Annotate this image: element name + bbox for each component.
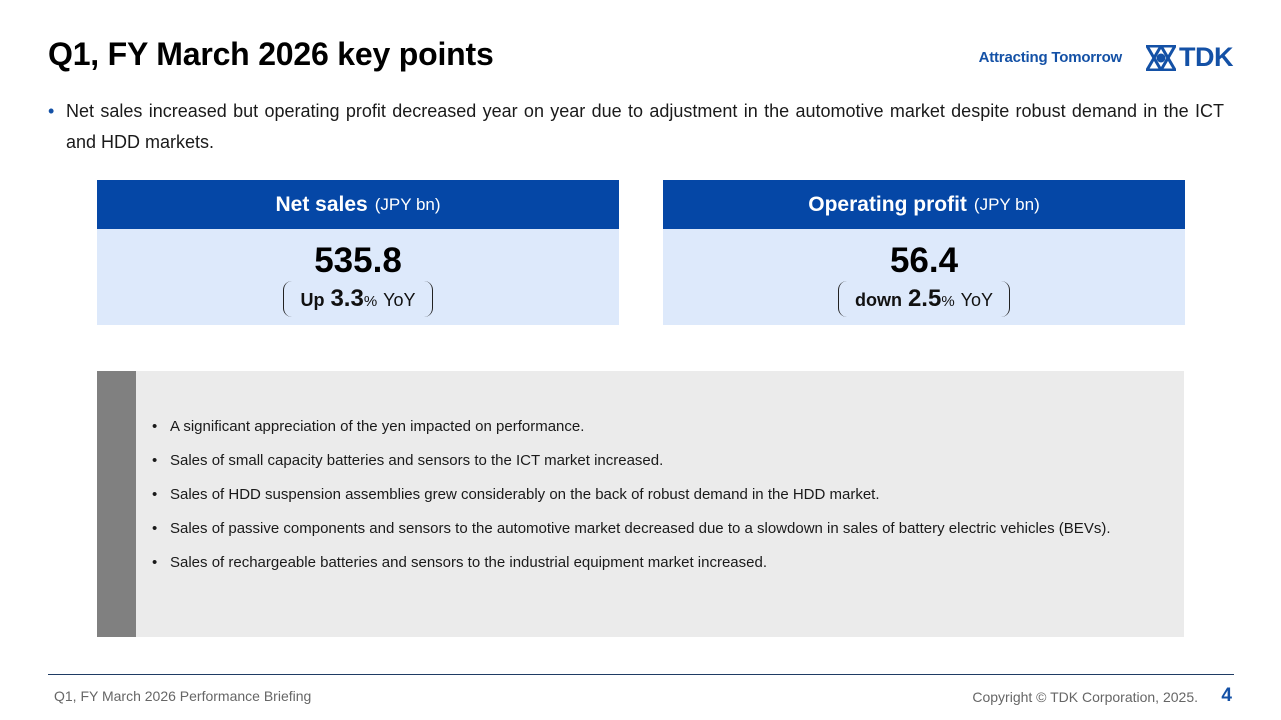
kpi-operating-profit: Operating profit (JPY bn) 56.4 down 2.5%… — [663, 180, 1185, 325]
kpi-header: Operating profit (JPY bn) — [663, 180, 1185, 229]
kpi-header: Net sales (JPY bn) — [97, 180, 619, 229]
brand-tagline: Attracting Tomorrow — [978, 49, 1123, 66]
list-item: A significant appreciation of the yen im… — [152, 416, 1127, 438]
key-points-list: A significant appreciation of the yen im… — [152, 416, 1127, 586]
kpi-yoy-change: down 2.5% YoY — [837, 281, 1011, 317]
kpi-unit: (JPY bn) — [374, 194, 441, 214]
bullet-icon: • — [48, 101, 55, 121]
kpi-unit: (JPY bn) — [973, 194, 1040, 214]
lead-summary: • Net sales increased but operating prof… — [48, 96, 1224, 158]
change-direction: Up — [300, 290, 325, 310]
copyright-notice: Copyright © TDK Corporation, 2025. — [972, 689, 1198, 705]
kpi-body: 56.4 down 2.5% YoY — [663, 229, 1185, 325]
tdk-mark-icon — [1146, 44, 1176, 71]
list-item: Sales of passive components and sensors … — [152, 518, 1127, 540]
change-value: 3.3 — [330, 285, 364, 312]
tdk-logo: TDK — [1146, 42, 1234, 72]
change-value: 2.5 — [907, 285, 942, 312]
kpi-label: Operating profit — [808, 192, 967, 216]
list-item: Sales of rechargeable batteries and sens… — [152, 552, 1127, 574]
percent-sign: % — [363, 293, 378, 310]
footer-title: Q1, FY March 2026 Performance Briefing — [54, 688, 312, 704]
brand-header: Attracting Tomorrow TDK — [978, 42, 1234, 72]
yoy-label: YoY — [383, 290, 416, 310]
list-item: Sales of small capacity batteries and se… — [152, 450, 1127, 472]
kpi-net-sales: Net sales (JPY bn) 535.8 Up 3.3% YoY — [97, 180, 619, 325]
list-item: Sales of HDD suspension assemblies grew … — [152, 484, 1127, 506]
footer-divider — [48, 674, 1234, 675]
change-direction: down — [854, 290, 902, 310]
key-points-panel: A significant appreciation of the yen im… — [97, 371, 1184, 637]
page-number: 4 — [1221, 685, 1232, 706]
logo-wordmark: TDK — [1179, 42, 1234, 72]
kpi-yoy-change: Up 3.3% YoY — [283, 281, 433, 317]
page-title: Q1, FY March 2026 key points — [48, 36, 494, 72]
lead-text: Net sales increased but operating profit… — [66, 101, 1224, 152]
panel-accent-bar — [97, 371, 136, 637]
yoy-label: YoY — [960, 290, 994, 310]
percent-sign: % — [941, 293, 955, 310]
kpi-value: 535.8 — [314, 241, 402, 280]
kpi-label: Net sales — [275, 192, 368, 216]
kpi-body: 535.8 Up 3.3% YoY — [97, 229, 619, 325]
kpi-value: 56.4 — [889, 241, 959, 280]
